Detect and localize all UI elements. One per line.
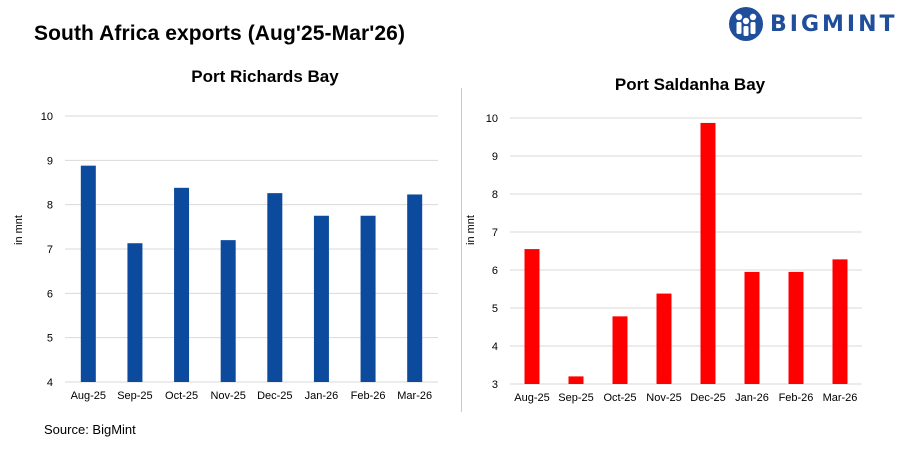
y-tick-label: 5 <box>492 303 498 315</box>
y-tick-label: 8 <box>492 189 498 201</box>
bar-saldanha-bay-mar-26 <box>832 259 848 384</box>
bar-saldanha-bay-sep-25 <box>568 376 584 384</box>
bar-saldanha-bay-nov-25 <box>656 293 672 384</box>
x-tick-label: Feb-26 <box>779 392 814 404</box>
y-tick-label: 3 <box>492 379 498 391</box>
x-tick-label: Mar-26 <box>397 390 432 402</box>
chart-port-saldanha-bay: Port Saldanha Bay in mnt 3 4 5 6 7 8 9 10 Aug-25 Se… <box>465 75 862 404</box>
y-tick-label: 10 <box>486 113 498 125</box>
x-tick-label: Dec-25 <box>257 390 292 402</box>
x-tick-label: Nov-25 <box>646 392 681 404</box>
y-tick-label: 4 <box>47 377 53 389</box>
bar-richards-bay-oct-25 <box>174 187 190 382</box>
x-tick-label: Mar-26 <box>823 392 858 404</box>
x-tick-label: Feb-26 <box>351 390 386 402</box>
bar-richards-bay-sep-25 <box>127 243 143 382</box>
x-tick-label: Jan-26 <box>305 390 339 402</box>
y-tick-label: 5 <box>47 333 53 345</box>
x-tick-label: Oct-25 <box>165 390 198 402</box>
y-axis-label: in mnt <box>465 215 477 245</box>
y-tick-label: 6 <box>47 288 53 300</box>
y-tick-label: 8 <box>47 200 53 212</box>
x-tick-label: Sep-25 <box>558 392 593 404</box>
bar-saldanha-bay-feb-26 <box>788 271 804 384</box>
x-tick-label: Nov-25 <box>210 390 245 402</box>
bar-saldanha-bay-jan-26 <box>744 271 760 384</box>
y-tick-label: 7 <box>492 227 498 239</box>
chart-title: Port Saldanha Bay <box>615 75 766 94</box>
chart-title: Port Richards Bay <box>191 67 339 86</box>
y-axis-label: in mnt <box>13 215 25 245</box>
bar-richards-bay-nov-25 <box>220 240 236 382</box>
y-tick-label: 4 <box>492 341 498 353</box>
bar-richards-bay-mar-26 <box>407 194 423 382</box>
x-tick-label: Jan-26 <box>735 392 769 404</box>
x-tick-label: Aug-25 <box>514 392 549 404</box>
bar-richards-bay-jan-26 <box>313 215 329 382</box>
chart-divider <box>461 88 462 412</box>
bigmint-logo-text: BIGMINT <box>770 11 898 37</box>
bar-richards-bay-dec-25 <box>267 193 283 382</box>
y-tick-label: 6 <box>492 265 498 277</box>
bar-saldanha-bay-oct-25 <box>612 316 628 384</box>
bar-saldanha-bay-aug-25 <box>524 249 540 384</box>
x-tick-label: Aug-25 <box>71 390 106 402</box>
chart-port-richards-bay: Port Richards Bay in mnt 4 5 6 7 8 9 10 Aug-25 Sep… <box>13 67 438 402</box>
page-title: South Africa exports (Aug'25-Mar'26) <box>34 22 406 45</box>
bigmint-logo-icon <box>729 7 763 41</box>
y-tick-label: 9 <box>492 151 498 163</box>
bar-saldanha-bay-dec-25 <box>700 122 716 384</box>
bar-richards-bay-aug-25 <box>80 165 96 382</box>
y-tick-label: 10 <box>41 111 53 123</box>
y-tick-label: 7 <box>47 244 53 256</box>
bar-richards-bay-feb-26 <box>360 215 376 382</box>
x-tick-label: Sep-25 <box>117 390 152 402</box>
source-note: Source: BigMint <box>44 422 136 437</box>
x-tick-label: Oct-25 <box>603 392 636 404</box>
y-tick-label: 9 <box>47 155 53 167</box>
bigmint-logo: BIGMINT <box>728 6 898 42</box>
x-tick-label: Dec-25 <box>690 392 725 404</box>
